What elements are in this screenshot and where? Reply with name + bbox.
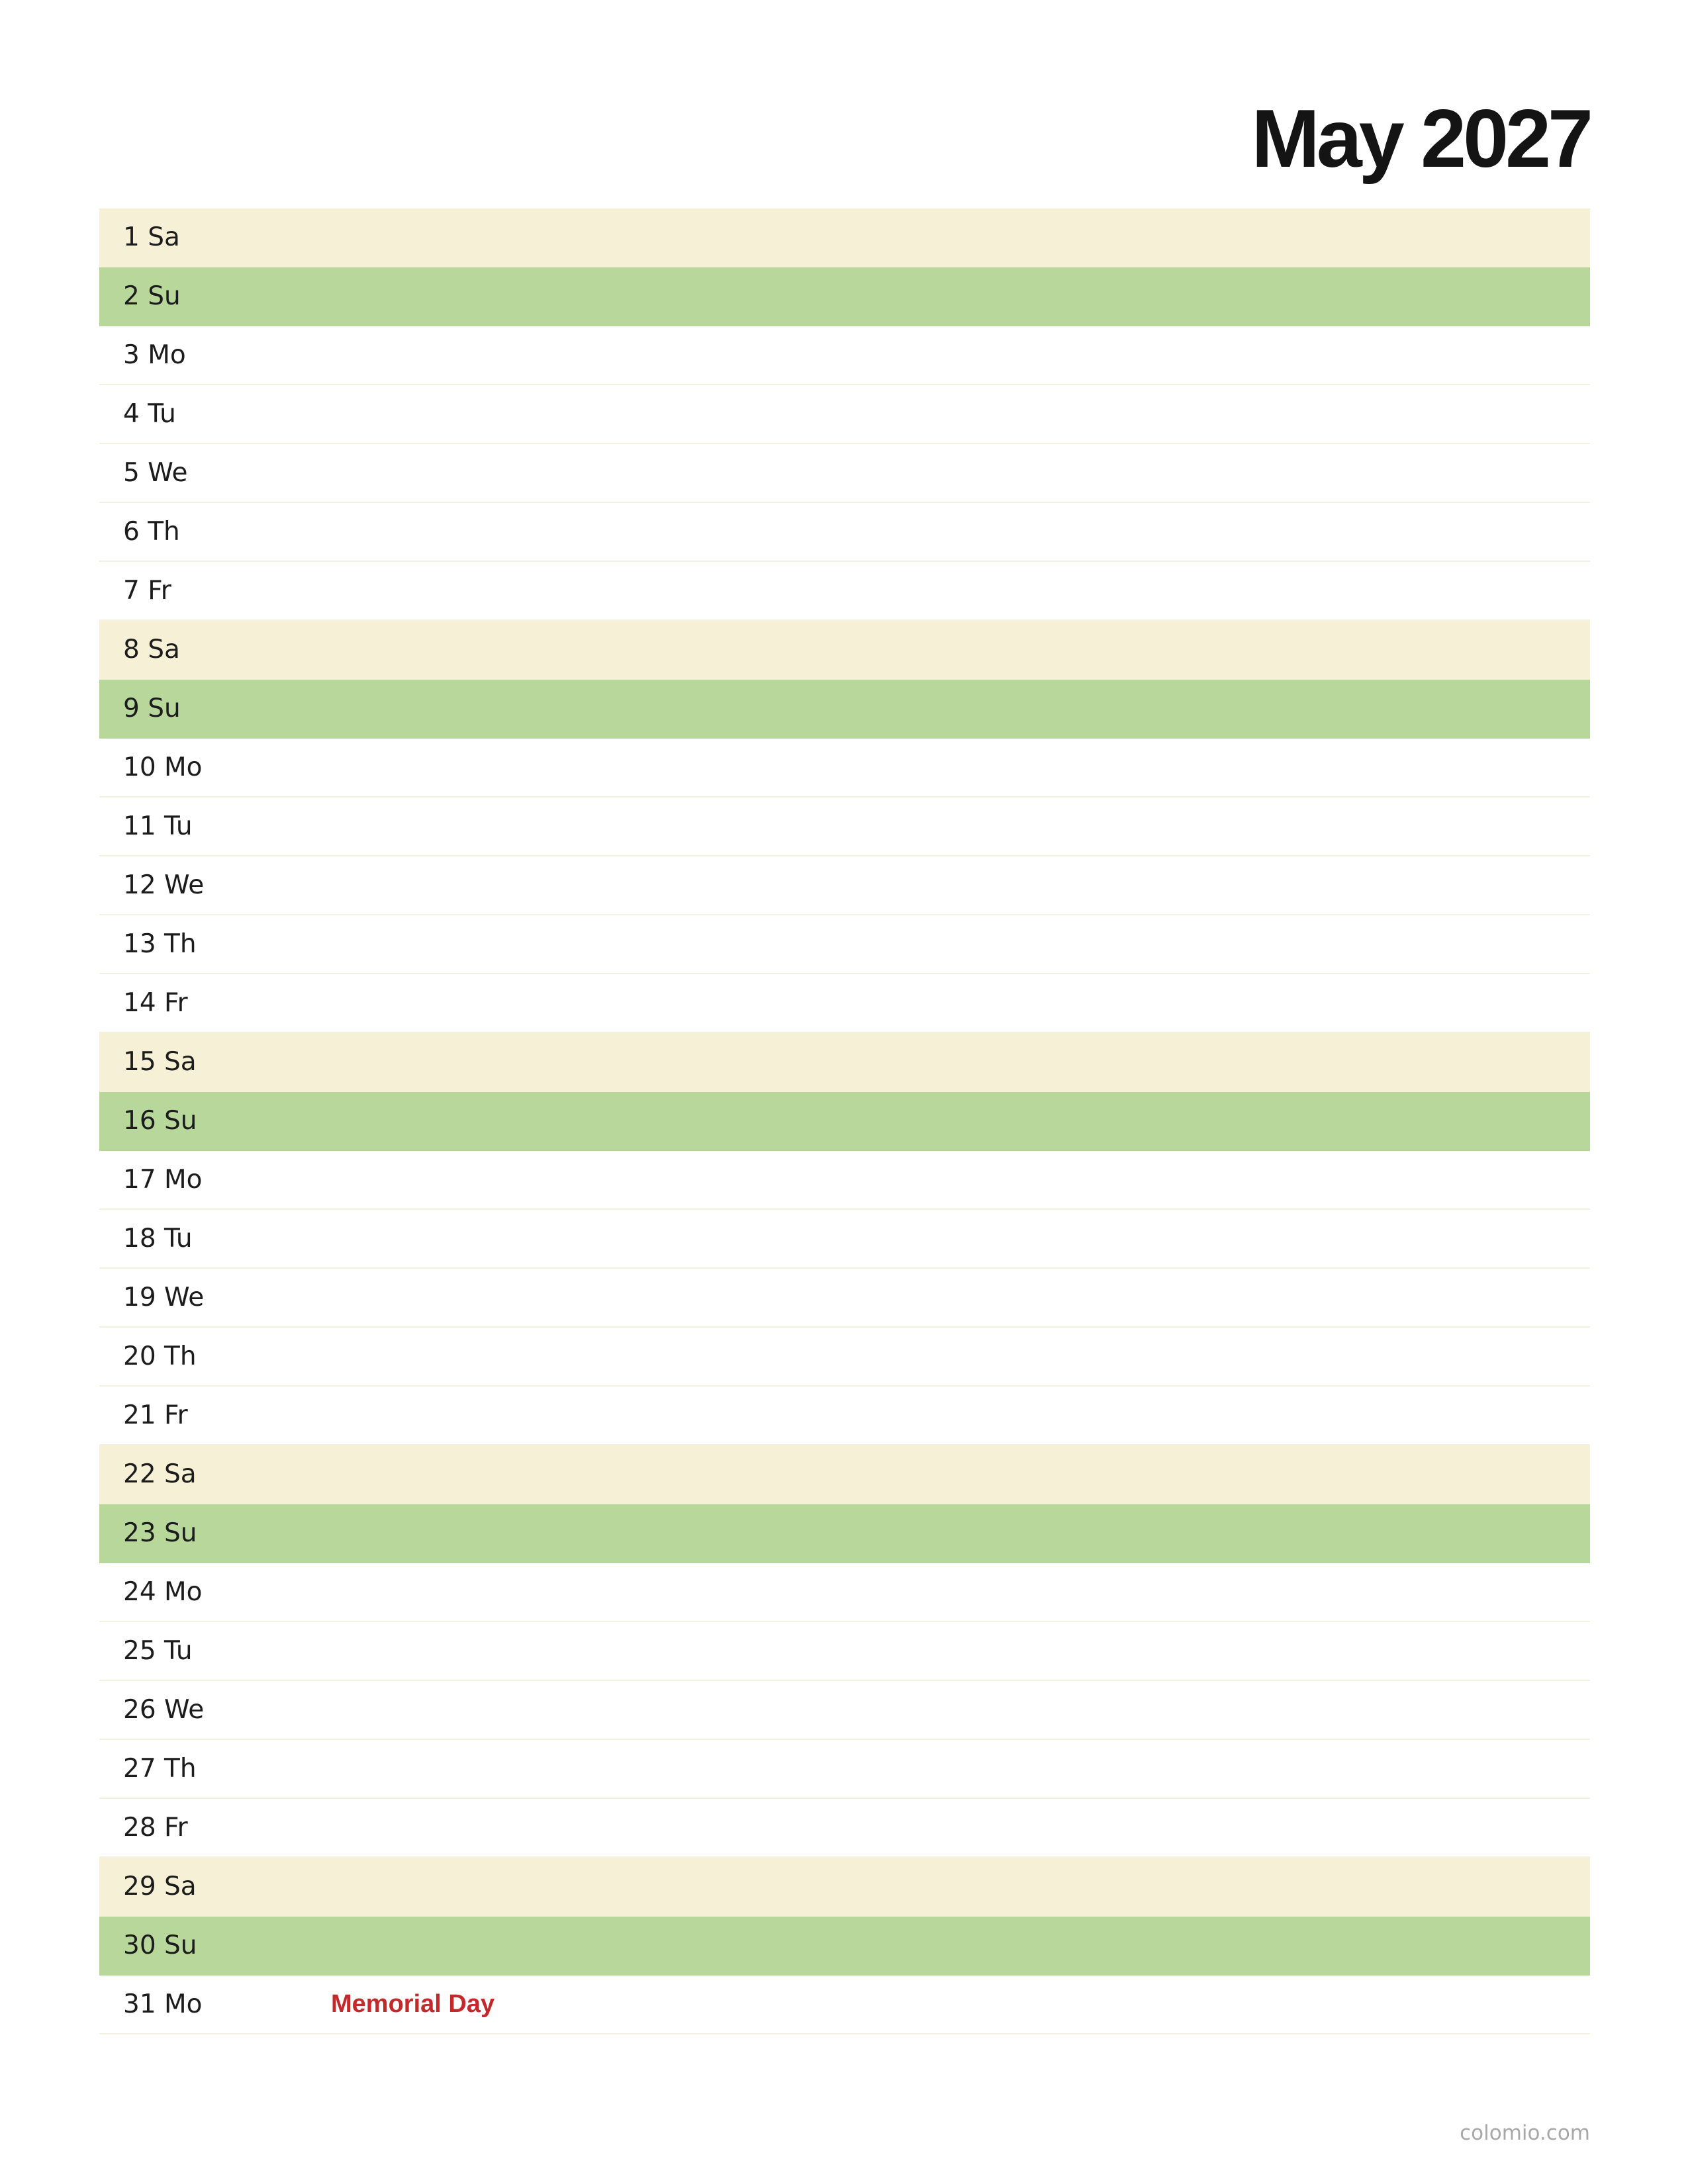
day-row[interactable]: 23 Su xyxy=(99,1504,1590,1563)
day-row[interactable]: 18 Tu xyxy=(99,1210,1590,1269)
day-row[interactable]: 10 Mo xyxy=(99,739,1590,797)
day-row[interactable]: 11 Tu xyxy=(99,797,1590,856)
day-label: 17 Mo xyxy=(123,1165,203,1195)
day-label: 25 Tu xyxy=(123,1636,193,1666)
day-label: 31 Mo xyxy=(123,1989,203,2019)
day-label: 5 We xyxy=(123,458,188,488)
day-label: 28 Fr xyxy=(123,1813,188,1843)
day-label: 19 We xyxy=(123,1283,205,1312)
day-row[interactable]: 15 Sa xyxy=(99,1033,1590,1092)
day-label: 24 Mo xyxy=(123,1577,203,1607)
day-row[interactable]: 24 Mo xyxy=(99,1563,1590,1622)
day-row[interactable]: 7 Fr xyxy=(99,562,1590,621)
day-row[interactable]: 2 Su xyxy=(99,267,1590,326)
day-label: 11 Tu xyxy=(123,811,193,841)
day-label: 6 Th xyxy=(123,517,180,547)
day-label: 23 Su xyxy=(123,1518,197,1548)
day-label: 9 Su xyxy=(123,694,181,723)
day-row[interactable]: 31 Mo Memorial Day xyxy=(99,1976,1590,2034)
day-label: 4 Tu xyxy=(123,399,176,429)
day-row[interactable]: 14 Fr xyxy=(99,974,1590,1033)
day-row[interactable]: 30 Su xyxy=(99,1917,1590,1976)
day-row[interactable]: 16 Su xyxy=(99,1092,1590,1151)
day-row[interactable]: 8 Sa xyxy=(99,621,1590,680)
day-label: 10 Mo xyxy=(123,752,203,782)
day-row[interactable]: 3 Mo xyxy=(99,326,1590,385)
day-label: 1 Sa xyxy=(123,222,180,252)
day-label: 18 Tu xyxy=(123,1224,193,1253)
day-label: 14 Fr xyxy=(123,988,188,1018)
day-label: 8 Sa xyxy=(123,635,180,664)
day-label: 2 Su xyxy=(123,281,181,311)
day-row[interactable]: 6 Th xyxy=(99,503,1590,562)
day-row[interactable]: 21 Fr xyxy=(99,1387,1590,1445)
day-label: 30 Su xyxy=(123,1931,197,1960)
page-title: May 2027 xyxy=(1251,93,1593,185)
day-list: 1 Sa 2 Su 3 Mo 4 Tu 5 We 6 Th 7 Fr 8 Sa 9 Su 10 M… xyxy=(99,208,1590,2034)
holiday-label: Memorial Day xyxy=(331,1990,495,2018)
day-row[interactable]: 12 We xyxy=(99,856,1590,915)
day-label: 15 Sa xyxy=(123,1047,197,1077)
footer-credit: colomio.com xyxy=(1460,2121,1590,2145)
day-label: 22 Sa xyxy=(123,1459,197,1489)
day-label: 21 Fr xyxy=(123,1400,188,1430)
day-row[interactable]: 13 Th xyxy=(99,915,1590,974)
day-row[interactable]: 25 Tu xyxy=(99,1622,1590,1681)
day-row[interactable]: 20 Th xyxy=(99,1328,1590,1387)
day-row[interactable]: 4 Tu xyxy=(99,385,1590,444)
day-row[interactable]: 29 Sa xyxy=(99,1858,1590,1917)
day-row[interactable]: 28 Fr xyxy=(99,1799,1590,1858)
day-label: 26 We xyxy=(123,1695,205,1725)
day-row[interactable]: 5 We xyxy=(99,444,1590,503)
day-row[interactable]: 9 Su xyxy=(99,680,1590,739)
day-label: 20 Th xyxy=(123,1342,197,1371)
day-row[interactable]: 22 Sa xyxy=(99,1445,1590,1504)
day-label: 13 Th xyxy=(123,929,197,959)
day-row[interactable]: 17 Mo xyxy=(99,1151,1590,1210)
day-label: 16 Su xyxy=(123,1106,197,1136)
day-label: 7 Fr xyxy=(123,576,171,606)
day-label: 12 We xyxy=(123,870,205,900)
day-row[interactable]: 27 Th xyxy=(99,1740,1590,1799)
day-label: 3 Mo xyxy=(123,340,186,370)
day-row[interactable]: 19 We xyxy=(99,1269,1590,1328)
day-row[interactable]: 26 We xyxy=(99,1681,1590,1740)
day-label: 27 Th xyxy=(123,1754,197,1784)
day-label: 29 Sa xyxy=(123,1872,197,1901)
day-row[interactable]: 1 Sa xyxy=(99,208,1590,267)
